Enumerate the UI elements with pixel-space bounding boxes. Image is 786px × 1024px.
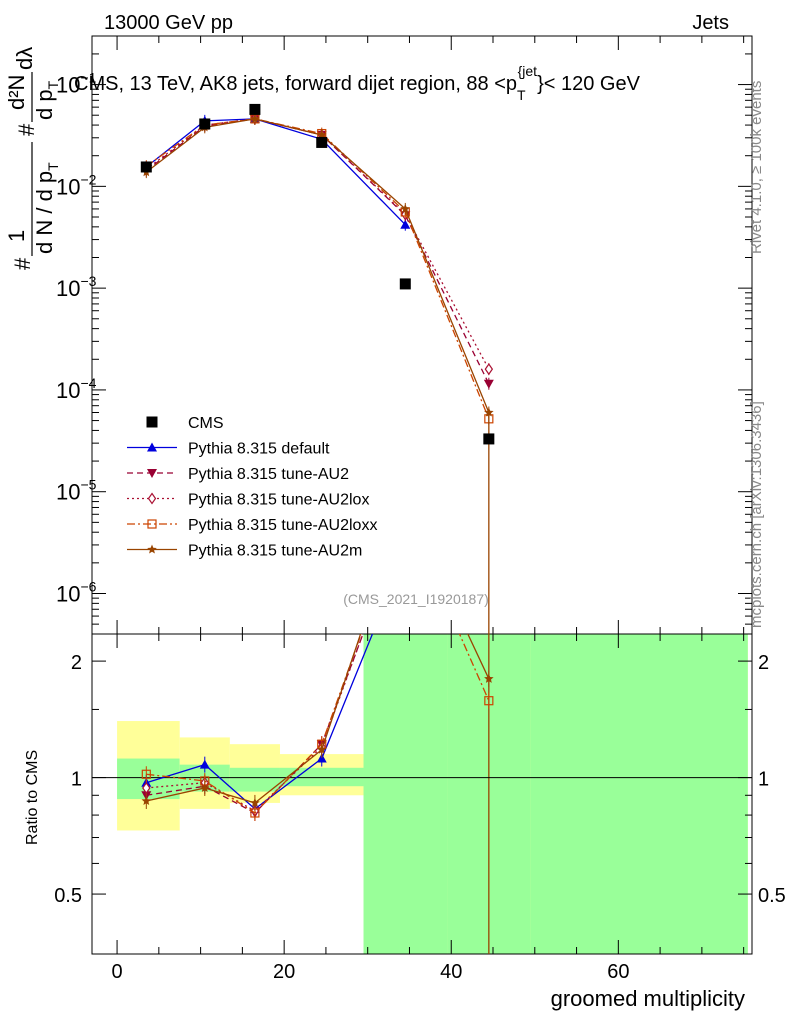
x-axis-label: groomed multiplicity xyxy=(551,986,745,1011)
series-4-ratio-point-3 xyxy=(317,744,327,754)
chart-title: CMS, 13 TeV, AK8 jets, forward dijet reg… xyxy=(74,63,641,103)
series-2-ratio-point-0 xyxy=(142,781,151,795)
cms-point-3 xyxy=(316,136,328,148)
legend-label-1: Pythia 8.315 default xyxy=(188,441,330,458)
x-tick-label-3: 60 xyxy=(607,961,629,983)
svg-text:d²N: d²N xyxy=(4,75,29,110)
series-0-ratio-point-3 xyxy=(316,753,327,763)
series-1-line xyxy=(145,118,490,385)
ratio-tick-label-right-0: 0.5 xyxy=(758,885,786,907)
series-3-line xyxy=(145,118,490,420)
ratio-tick-label-right-2: 2 xyxy=(758,652,769,674)
series-2-point-5 xyxy=(484,363,494,376)
legend-marker-1 xyxy=(147,442,157,452)
cms-point-4 xyxy=(399,278,411,290)
rivet-label: Rivet 4.1.0, ≥ 100k events xyxy=(748,81,765,254)
series-3-ratio-point-0 xyxy=(141,769,151,779)
ratio-series xyxy=(141,634,494,821)
legend-marker-0 xyxy=(146,416,158,428)
series-1-point-5 xyxy=(483,379,494,389)
ratio-tick-label-right-1: 1 xyxy=(758,769,769,791)
legend-label-3: Pythia 8.315 tune-AU2lox xyxy=(188,492,369,509)
legend-marker-4 xyxy=(147,519,157,529)
series-4-ratio-point-0 xyxy=(141,796,152,805)
series-2-line xyxy=(145,118,490,370)
y-tick-label-4: 10−2 xyxy=(56,171,97,199)
cms-point-1 xyxy=(199,118,211,130)
band-inner-2 xyxy=(229,767,280,792)
ratio-plot-frame xyxy=(91,633,753,955)
y-axis-label: # 1 d N / d pT # d²N d pT dλ xyxy=(4,47,61,270)
x-tick-label-0: 0 xyxy=(112,961,123,983)
y-tick-label-0: 10−6 xyxy=(56,578,97,606)
ratio-tick-label-left-0: 0.5 xyxy=(54,885,82,907)
analysis-id: (CMS_2021_I1920187) xyxy=(343,591,489,607)
series-3-ratio-point-5 xyxy=(484,696,494,706)
legend-label-2: Pythia 8.315 tune-AU2 xyxy=(188,466,349,483)
series-3-ratio-line xyxy=(146,634,490,814)
header-right: Jets xyxy=(692,12,729,34)
x-tick-label-1: 20 xyxy=(273,961,295,983)
ratio-tick-label-left-2: 2 xyxy=(71,652,82,674)
legend-label-0: CMS xyxy=(188,415,224,432)
legend-marker-3 xyxy=(147,492,157,505)
series-4-line xyxy=(145,118,490,413)
y-tick-label-3: 10−3 xyxy=(56,273,97,301)
series-4-point-5 xyxy=(484,407,494,417)
series-4-ratio-group xyxy=(141,634,494,811)
series-4-ratio-line xyxy=(146,634,490,804)
series-4-point-3 xyxy=(317,129,327,139)
legend-label-4: Pythia 8.315 tune-AU2loxx xyxy=(188,517,377,534)
band-inner-6 xyxy=(530,634,748,954)
ratio-bands xyxy=(117,634,748,954)
legend-marker-5 xyxy=(147,544,157,554)
y-tick-label-5: 10−1 xyxy=(56,70,97,98)
svg-text:1: 1 xyxy=(4,230,29,242)
series-4-ratio-point-1 xyxy=(200,783,210,792)
legend-marker-2 xyxy=(147,469,157,478)
legend: CMS Pythia 8.315 default Pythia 8.315 tune… xyxy=(127,415,377,560)
x-tick-label-2: 40 xyxy=(440,961,462,983)
y-tick-label-2: 10−4 xyxy=(56,375,97,403)
svg-text:#: # xyxy=(14,123,39,136)
main-axis-ticks: 10−6 10−5 10−4 10−3 10−2 10−1 xyxy=(56,36,752,635)
series-4-point-2 xyxy=(250,113,260,123)
cms-point-0 xyxy=(140,161,152,173)
band-inner-4 xyxy=(363,634,448,954)
svg-text:#: # xyxy=(10,257,35,270)
y-tick-label-1: 10−5 xyxy=(56,477,97,505)
series-4-ratio-point-5 xyxy=(484,673,494,683)
ratio-axis-ticks: 0.5 0.5 1 1 2 2 xyxy=(54,634,786,954)
svg-text:dλ: dλ xyxy=(12,47,37,70)
y-label-deriv-den: d pT xyxy=(32,80,61,120)
cms-point-2 xyxy=(249,103,261,115)
series-0-ratio-point-1 xyxy=(199,759,210,769)
header-left: 13000 GeV pp xyxy=(104,12,233,34)
cms-point-5 xyxy=(483,433,495,445)
mcplots-label: mcplots.cern.ch [arXiv:1306.3436] xyxy=(748,401,765,628)
ratio-tick-label-left-1: 1 xyxy=(71,769,82,791)
series-4-point-4 xyxy=(400,203,410,213)
series-0-line xyxy=(145,118,406,226)
legend-label-5: Pythia 8.315 tune-AU2m xyxy=(188,543,362,560)
series-0-point-4 xyxy=(400,219,411,229)
band-inner-3 xyxy=(279,767,364,787)
series-4-ratio-point-2 xyxy=(250,797,260,807)
x-tick-labels: 0 20 40 60 xyxy=(112,961,630,983)
main-data-points xyxy=(140,103,495,445)
ratio-y-axis-label: Ratio to CMS xyxy=(24,750,41,845)
y-label-frac-den: d N / d pT xyxy=(32,162,61,254)
